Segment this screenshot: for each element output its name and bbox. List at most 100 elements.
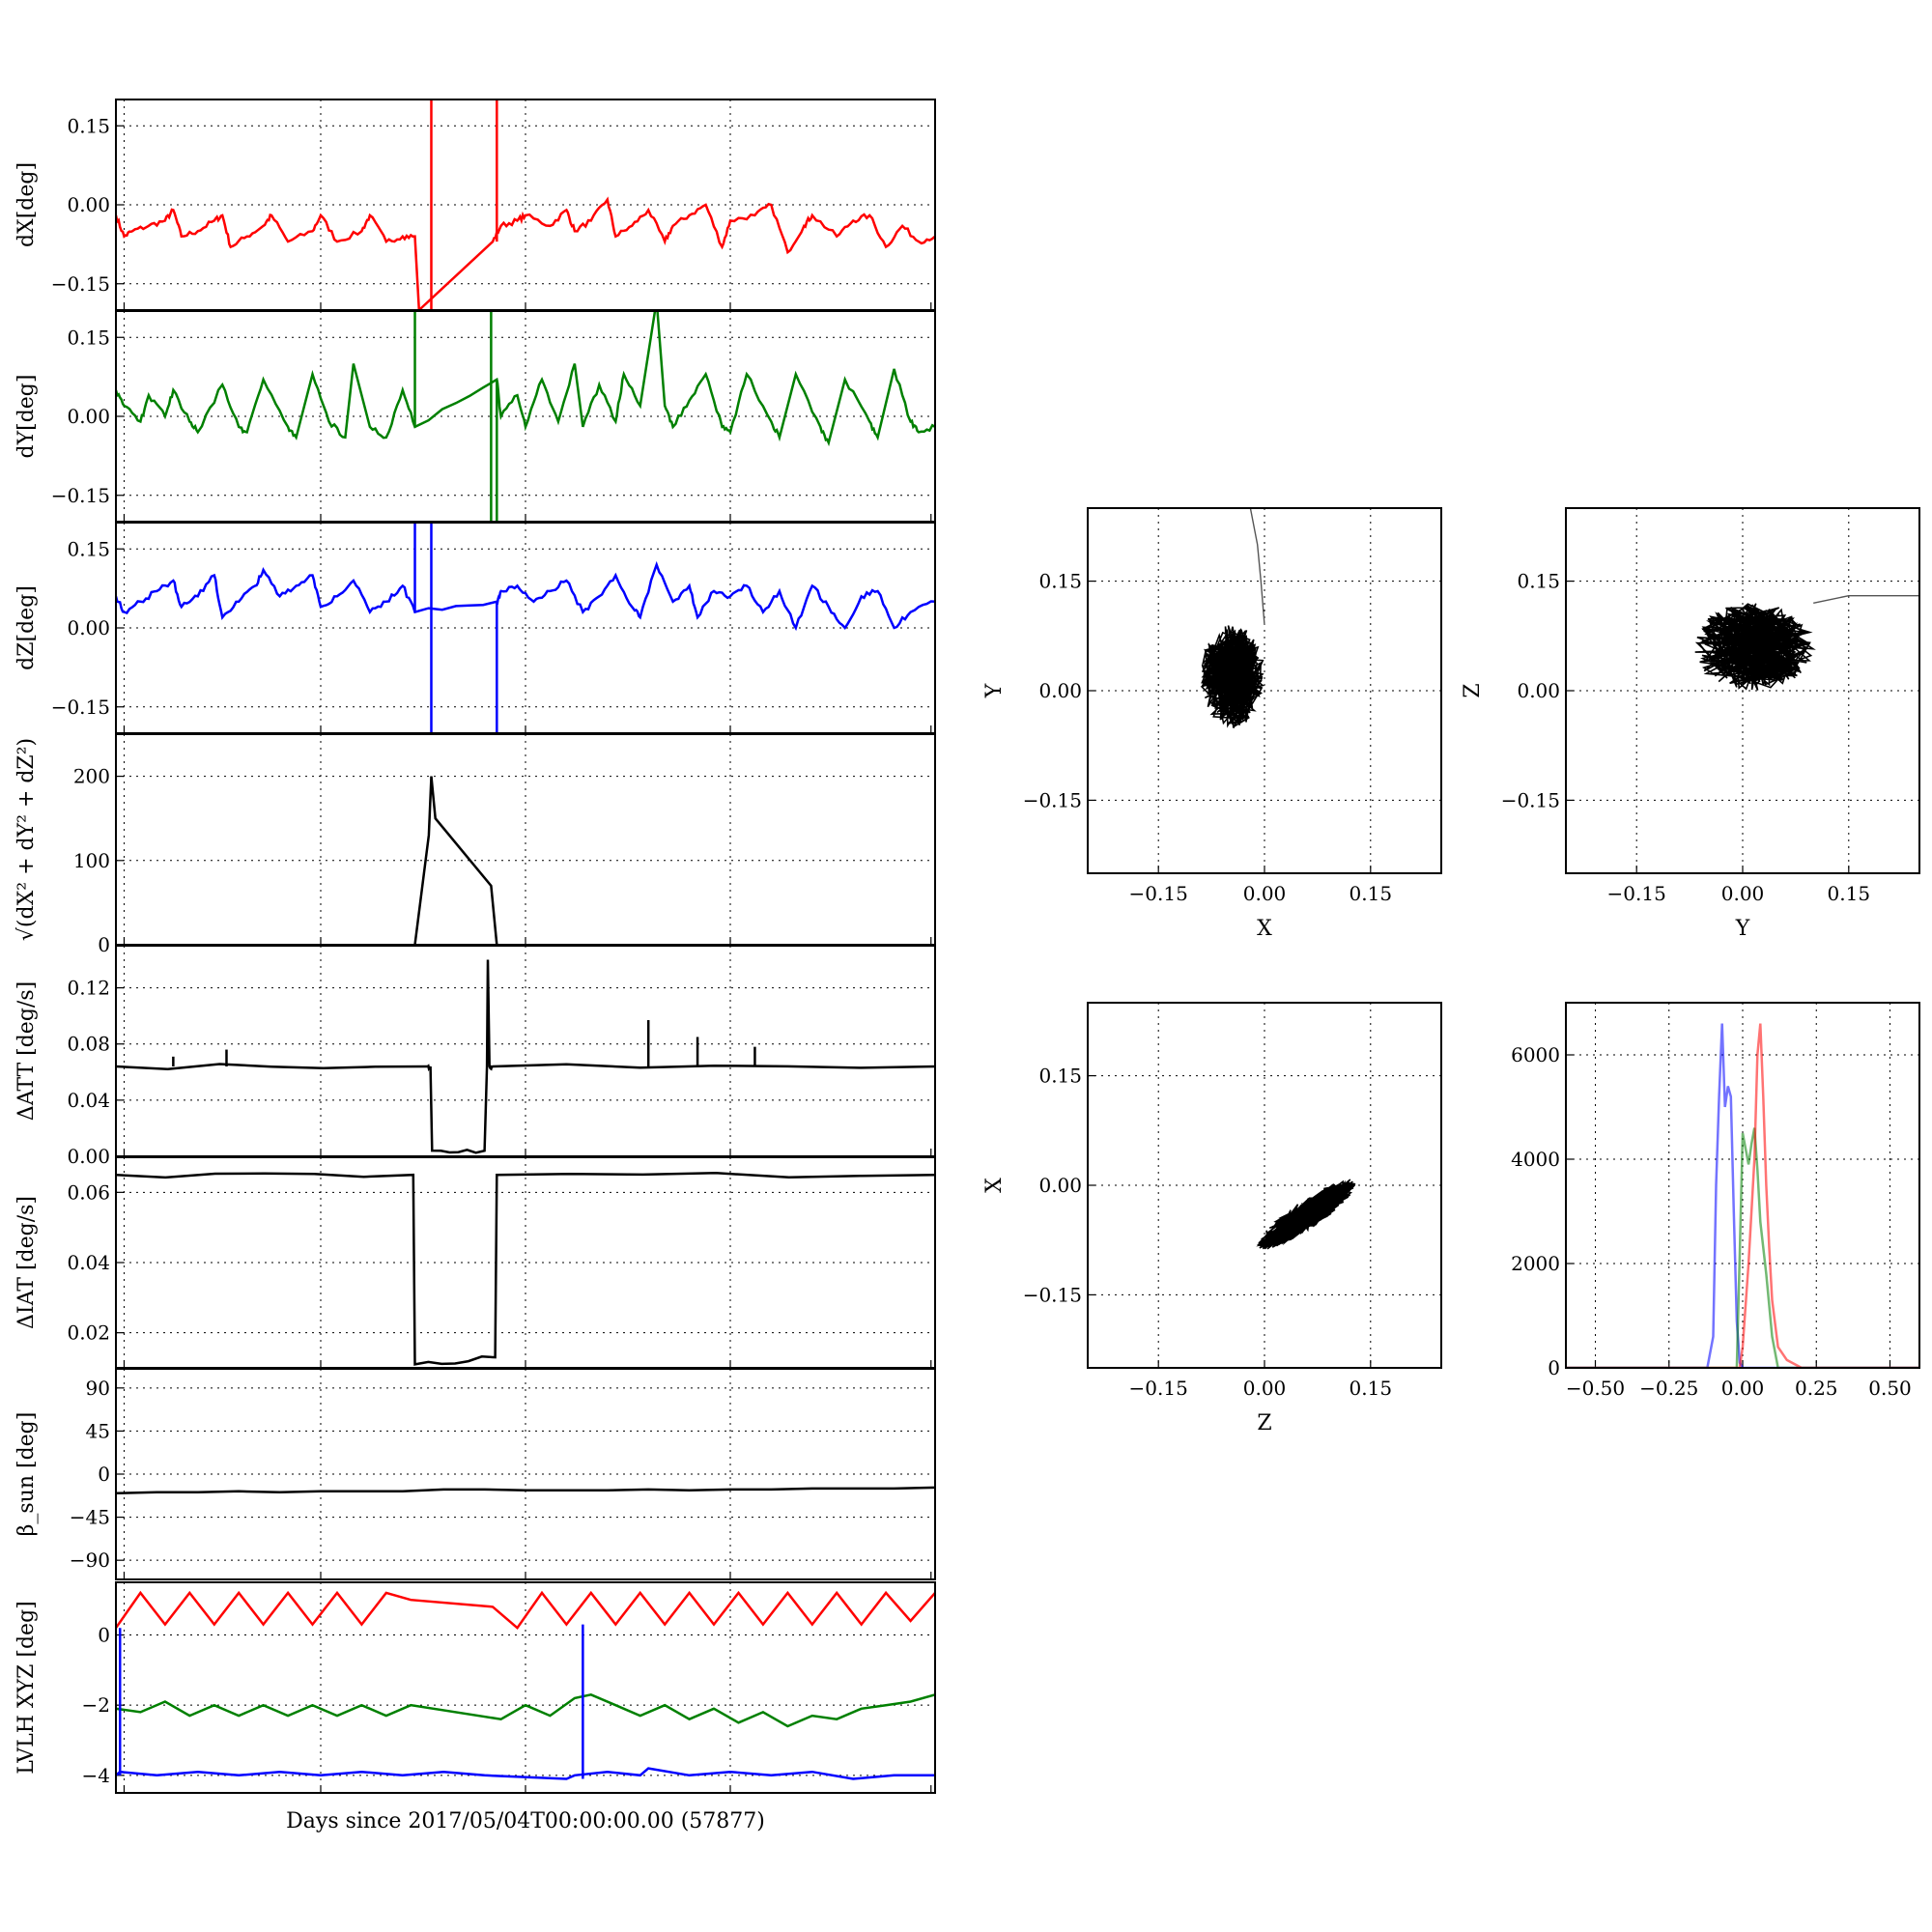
plot-area-dATT	[116, 959, 935, 1154]
frame-hist	[1565, 1002, 1920, 1369]
xtick-label-hist-3: 0.25	[1795, 1377, 1838, 1400]
ytick-label-beta_sun-2: 0	[98, 1463, 110, 1486]
ytick-label-lvlh-1: −2	[82, 1693, 110, 1717]
series-beta_sun-0	[116, 1486, 935, 1495]
panel-beta_sun: 90 45 0 −45 −90 β_sun [deg]	[14, 1368, 936, 1580]
ytick-label-beta_sun-1: 45	[86, 1419, 110, 1442]
series-dATT-0	[116, 959, 935, 1154]
xtick-label-zx-0: −0.15	[1129, 1377, 1188, 1400]
panel-dY: 0.15 0.00 −0.15 dY[deg]	[14, 310, 936, 523]
panel-norm: 200 100 0 √(dX² + dY² + dZ²)	[14, 733, 936, 956]
figure-xlabel: Days since 2017/05/04T00:00:00.00 (57877…	[286, 1809, 765, 1833]
ytick-label-dIAT-2: 0.02	[67, 1321, 110, 1345]
frame-zx	[1087, 1002, 1442, 1369]
xlabel-yz: Y	[1735, 917, 1750, 941]
xtick-label-hist-2: 0.00	[1721, 1377, 1765, 1400]
plot-area-dY	[116, 311, 935, 522]
xtick-label-hist-0: −0.50	[1566, 1377, 1625, 1400]
frame-xy	[1087, 507, 1442, 874]
ytick-label-dATT-3: 0.00	[67, 1145, 110, 1168]
ytick-label-hist-3: 0	[1548, 1356, 1560, 1379]
ylabel-beta_sun: β_sun [deg]	[14, 1412, 39, 1537]
ytick-label-lvlh-2: −4	[82, 1764, 110, 1787]
ytick-label-beta_sun-3: −45	[70, 1506, 110, 1529]
ytick-label-yz-1: 0.00	[1517, 679, 1560, 702]
panel-dX: 0.15 0.00 −0.15 dX[deg]	[14, 99, 936, 311]
series-hist-2	[1566, 1023, 1919, 1368]
ylabel-dY: dY[deg]	[14, 375, 39, 459]
frame-beta_sun	[115, 1368, 936, 1580]
ytick-label-norm-0: 200	[73, 765, 110, 788]
frame-dATT	[115, 945, 936, 1157]
panel-dZ: 0.15 0.00 −0.15 dZ[deg]	[14, 522, 936, 734]
ytick-label-dX-2: −0.15	[51, 272, 110, 296]
ytick-label-dZ-1: 0.00	[67, 616, 110, 639]
scatter-trail-xy	[1249, 508, 1265, 626]
series-lvlh-0	[116, 1590, 935, 1631]
ytick-label-yz-0: 0.15	[1517, 570, 1560, 593]
panel-lvlh: 0 −2 −4 LVLH XYZ [deg]	[14, 1581, 936, 1794]
ytick-label-beta_sun-0: 90	[86, 1377, 110, 1400]
ytick-label-xy-1: 0.00	[1038, 679, 1082, 702]
ytick-label-xy-2: −0.15	[1023, 788, 1082, 811]
ytick-label-dY-0: 0.15	[67, 326, 110, 349]
ytick-label-hist-0: 6000	[1511, 1043, 1560, 1066]
plot-area-zx	[1256, 1179, 1356, 1250]
xtick-label-yz-1: 0.00	[1721, 882, 1765, 905]
plot-area-norm	[413, 776, 498, 945]
ytick-label-hist-1: 4000	[1511, 1148, 1560, 1171]
scatter-trail-yz	[1813, 595, 1919, 604]
ytick-label-dX-1: 0.00	[67, 193, 110, 216]
xtick-label-hist-1: −0.25	[1639, 1377, 1698, 1400]
ylabel-lvlh: LVLH XYZ [deg]	[14, 1601, 39, 1775]
panel-xy: 0.15 0.00 −0.15 −0.15 0.00 0.15 Y X	[982, 507, 1442, 941]
xtick-label-hist-4: 0.50	[1868, 1377, 1912, 1400]
series-dY-0	[116, 311, 935, 447]
plot-area-dIAT	[116, 1172, 935, 1366]
plot-area-hist	[1566, 1023, 1919, 1368]
ytick-label-xy-0: 0.15	[1038, 570, 1082, 593]
ytick-label-norm-2: 0	[98, 933, 110, 956]
xtick-label-yz-2: 0.15	[1828, 882, 1871, 905]
ytick-label-zx-2: −0.15	[1023, 1283, 1082, 1306]
series-lvlh-1	[116, 1692, 935, 1728]
ytick-label-dX-0: 0.15	[67, 114, 110, 137]
ylabel-dZ: dZ[deg]	[14, 585, 39, 670]
ylabel-zx: X	[982, 1178, 1007, 1193]
ylabel-dATT: ΔATT [deg/s]	[14, 981, 39, 1121]
ytick-label-dY-2: −0.15	[51, 484, 110, 507]
xlabel-zx: Z	[1257, 1411, 1271, 1435]
xtick-label-yz-0: −0.15	[1607, 882, 1666, 905]
ytick-label-dZ-2: −0.15	[51, 696, 110, 719]
xtick-label-xy-2: 0.15	[1350, 882, 1393, 905]
xtick-label-xy-1: 0.00	[1243, 882, 1287, 905]
ytick-label-dIAT-0: 0.06	[67, 1180, 110, 1204]
panel-hist: 6000 4000 2000 0 −0.50 −0.25 0.00 0.25 0.50	[1511, 1002, 1920, 1400]
ytick-label-zx-1: 0.00	[1038, 1174, 1082, 1197]
series-norm-0	[413, 776, 498, 945]
ytick-label-hist-2: 2000	[1511, 1252, 1560, 1275]
xtick-label-xy-0: −0.15	[1129, 882, 1188, 905]
panel-dATT: 0.12 0.08 0.04 0.00 ΔATT [deg/s]	[14, 945, 936, 1168]
plot-area-beta_sun	[116, 1486, 935, 1495]
ytick-label-dATT-1: 0.08	[67, 1033, 110, 1056]
ylabel-norm: √(dX² + dY² + dZ²)	[14, 738, 39, 941]
series-dIAT-0	[116, 1172, 935, 1366]
ylabel-dX: dX[deg]	[14, 162, 39, 247]
series-hist-0	[1566, 1023, 1919, 1368]
series-dX-0	[116, 196, 935, 310]
plot-area-dX	[116, 99, 935, 310]
ytick-label-dIAT-1: 0.04	[67, 1251, 110, 1274]
scatter-cluster-zx	[1256, 1179, 1356, 1250]
panel-yz: 0.15 0.00 −0.15 −0.15 0.00 0.15 Z Y	[1461, 507, 1920, 941]
plot-area-dZ	[116, 523, 935, 733]
ytick-label-dY-1: 0.00	[67, 405, 110, 428]
xtick-label-zx-2: 0.15	[1350, 1377, 1393, 1400]
series-dZ-0	[116, 560, 935, 632]
plot-area-xy	[1200, 508, 1265, 729]
ytick-label-zx-0: 0.15	[1038, 1065, 1082, 1088]
ytick-label-beta_sun-4: −90	[70, 1548, 110, 1572]
ylabel-dIAT: ΔIAT [deg/s]	[14, 1196, 39, 1329]
ytick-label-lvlh-0: 0	[98, 1624, 110, 1647]
